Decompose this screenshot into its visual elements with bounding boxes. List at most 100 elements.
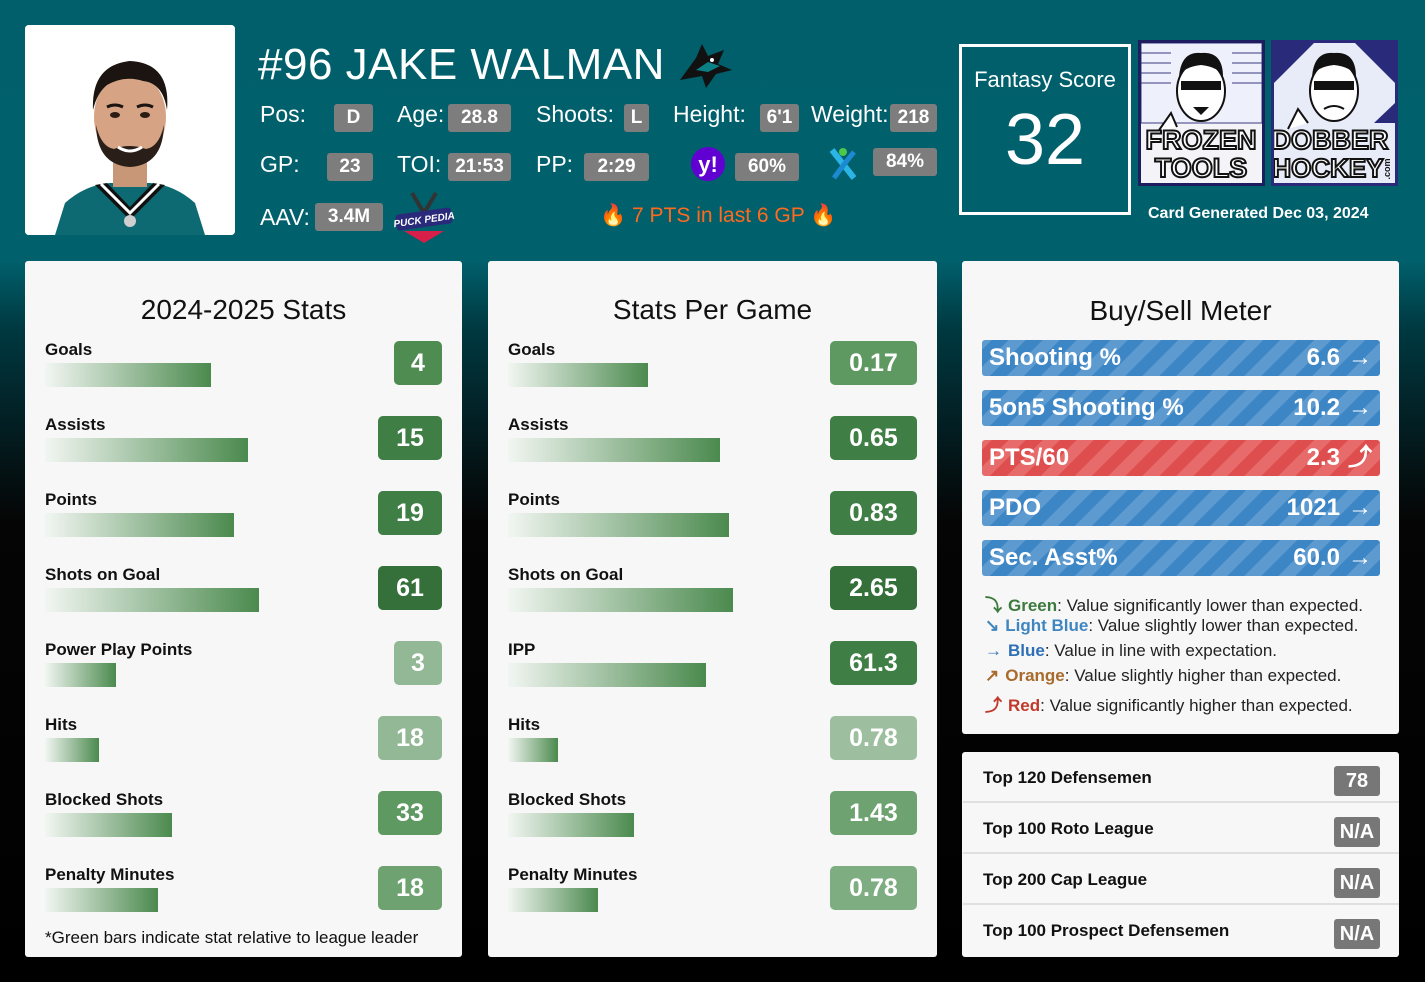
stat-value-badge: 19 [378,491,442,535]
ranking-label: Top 120 Defensemen [983,768,1152,787]
arrow-right-icon: → [1348,394,1372,421]
stat-label: Penalty Minutes [45,865,175,884]
stat-value-badge: 15 [378,416,442,460]
legend-term: Orange [1005,666,1065,685]
legend-description: : Value significantly lower than expecte… [1057,596,1363,615]
stat-bar [508,588,733,612]
stat-value-badge: 61 [378,566,442,610]
stat-bar [508,813,634,837]
stat-label: Hits [45,715,78,734]
ranking-badge: N/A [1334,919,1380,949]
stat-label: Shots on Goal [508,565,624,584]
stat-label: Hits [508,715,541,734]
stat-value-badge: 0.78 [830,716,917,760]
height-badge: 6'1 [760,104,799,132]
arrow-right-icon: → [1348,494,1372,521]
stat-bar [45,738,99,762]
legend-term: Light Blue [1005,616,1089,635]
stat-value-badge: 4 [394,341,442,385]
legend-term: Green [1008,596,1058,615]
meter-row: PTS/60 2.3 ⤴ [982,440,1380,476]
age-label: Age: [397,101,445,127]
dobber-com-text: .com [1382,158,1392,179]
pp-badge: 2:29 [584,153,649,181]
meter-row: Shooting % 6.6 → [982,340,1380,376]
yahoo-icon: y! [690,146,728,182]
stat-bar [508,738,558,762]
stat-bar [45,513,234,537]
meter-label: PDO [989,494,1042,521]
stat-bar [45,888,158,912]
stat-label: Points [508,490,560,509]
tools-text: TOOLS [1155,153,1248,183]
frozen-tools-logo[interactable]: FROZEN TOOLS [1138,40,1265,186]
season-stats-title: 2024-2025 Stats [140,294,347,325]
legend-term: Red [1008,696,1041,715]
arrow-up-curve-icon: ⤴ [1348,444,1372,471]
stat-bar [508,513,729,537]
yahoo-own-badge: 60% [735,153,799,181]
stat-value-badge: 61.3 [830,641,917,685]
meter-label: PTS/60 [989,444,1070,471]
arrow-right-icon: → [1348,544,1372,571]
meter-value: 10.2 [1293,394,1340,421]
stat-bar [45,363,211,387]
stat-value-badge: 0.78 [830,866,917,910]
stat-label: Assists [508,415,569,434]
frozen-text: FROZEN [1146,125,1257,155]
stat-label: IPP [508,640,536,659]
hot-streak: 🔥 7 PTS in last 6 GP 🔥 [600,204,836,228]
legend-description: : Value slightly lower than expected. [1088,616,1359,635]
stat-bar [508,438,720,462]
meter-value: 2.3 [1306,444,1340,471]
legend-item: ↗ Orange: Value slightly higher than expe… [985,666,1341,686]
legend-arrow-icon: ↗ [985,666,1000,685]
per-game-title: Stats Per Game [612,294,813,325]
rankings-panel [962,752,1399,957]
stat-value-badge: 0.65 [830,416,917,460]
stat-value-badge: 33 [378,791,442,835]
meter-label: Sec. Asst% [989,544,1118,571]
fire-icon: 🔥 [600,204,627,227]
dobber-hockey-logo[interactable]: DOBBER HOCKEY .com [1271,40,1398,186]
legend-item: ⤵ Green: Value significantly lower than e… [985,591,1363,616]
stat-label: Assists [45,415,106,434]
legend-description: : Value slightly higher than expected. [1064,666,1342,685]
hot-streak-text: 7 PTS in last 6 GP [632,204,805,227]
shoots-label: Shoots: [536,101,614,127]
ranking-badge: N/A [1334,868,1380,898]
ranking-badge: N/A [1334,817,1380,847]
sharks-logo-icon [676,40,736,92]
puckpedia-logo: PUCK PEDIA [392,189,456,245]
stat-bar [45,588,259,612]
stat-label: Points [45,490,97,509]
pos-label: Pos: [260,101,307,127]
hockey-text: HOCKEY [1274,153,1384,183]
weight-label: Weight: [811,101,889,127]
shoots-badge: L [624,104,649,132]
meter-row: Sec. Asst% 60.0 → [982,540,1380,576]
stat-bar [45,813,172,837]
ranking-label: Top 100 Prospect Defensemen [983,921,1230,940]
card-generated-date: Card Generated Dec 03, 2024 [1148,205,1369,222]
legend-arrow-icon: ↘ [985,616,1000,635]
stat-label: Goals [45,340,93,359]
fantasy-score-box: Fantasy Score 32 [959,44,1131,215]
stat-value-badge: 18 [378,716,442,760]
weight-badge: 218 [890,104,937,132]
aav-label: AAV: [260,204,310,230]
fire-icon: 🔥 [810,204,837,227]
dobber-text: DOBBER [1274,125,1389,155]
buy-sell-title: Buy/Sell Meter [1089,295,1272,326]
age-badge: 28.8 [448,104,511,132]
pp-label: PP: [536,151,574,177]
pos-badge: D [334,104,373,132]
stat-value-badge: 2.65 [830,566,917,610]
stat-bar [508,888,598,912]
ranking-row: Top 120 Defensemen 78 [963,752,1399,803]
legend-item: → Blue: Value in line with expectation. [985,641,1277,661]
stat-value-badge: 3 [394,641,442,685]
stat-value-badge: 1.43 [830,791,917,835]
stat-bar [508,363,648,387]
green-bar-footnote: *Green bars indicate stat relative to le… [45,928,419,947]
